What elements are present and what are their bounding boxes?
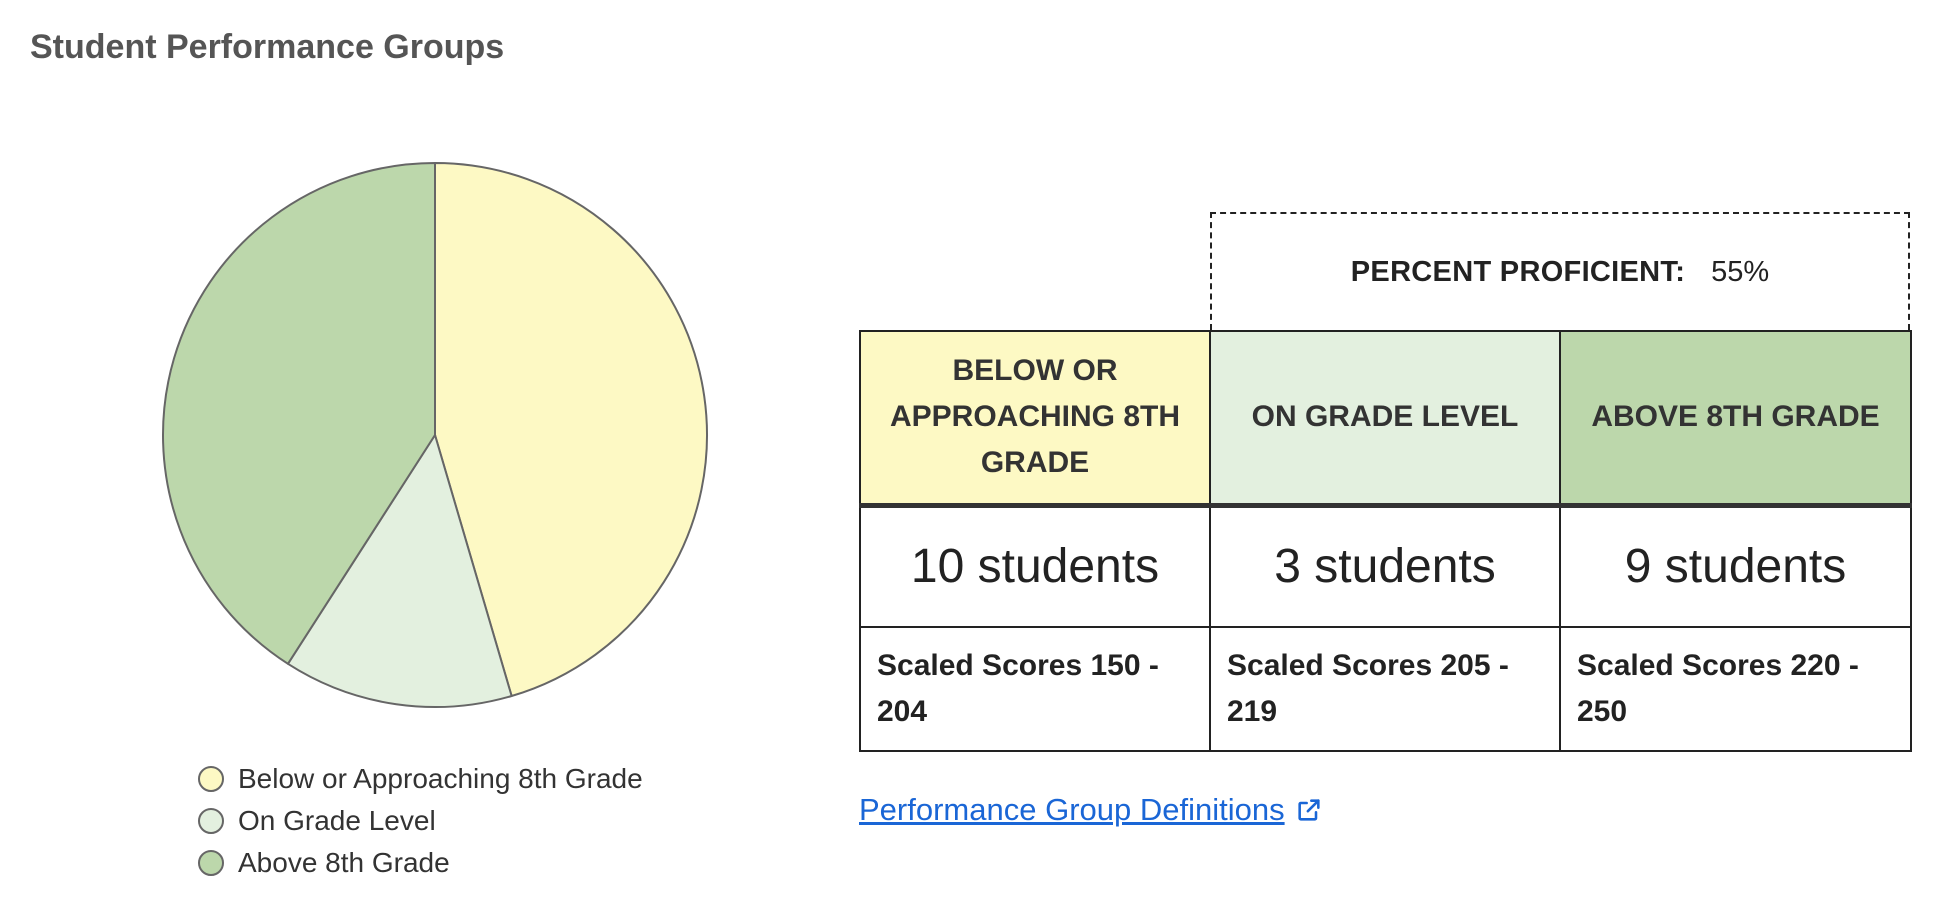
header-below: BELOW OR APPROACHING 8TH GRADE: [859, 330, 1211, 508]
percent-proficient-box: PERCENT PROFICIENT: 55%: [1210, 212, 1910, 330]
count-on-grade: 3 students: [1209, 504, 1561, 628]
scores-above: Scaled Scores 220 - 250: [1559, 626, 1912, 752]
legend-swatch-below: [198, 766, 224, 792]
table-row-scores: Scaled Scores 150 - 204 Scaled Scores 20…: [859, 626, 1912, 752]
pie-slice-on-grade: [286, 434, 513, 708]
pie-slice-above: [162, 162, 436, 665]
legend-label: Above 8th Grade: [238, 847, 450, 878]
legend-swatch-above: [198, 850, 224, 876]
percent-proficient-value: 55%: [1711, 255, 1770, 288]
pie-slice-below: [434, 162, 708, 697]
legend-swatch-on-grade: [198, 808, 224, 834]
count-below: 10 students: [859, 504, 1211, 628]
pie-legend: Below or Approaching 8th Grade On Grade …: [198, 758, 643, 884]
scores-on-grade: Scaled Scores 205 - 219: [1209, 626, 1561, 752]
scores-below: Scaled Scores 150 - 204: [859, 626, 1211, 752]
performance-groups-table: BELOW OR APPROACHING 8TH GRADE ON GRADE …: [859, 330, 1912, 752]
percent-proficient-label: PERCENT PROFICIENT:: [1350, 255, 1686, 288]
legend-item-on-grade: On Grade Level: [198, 800, 643, 842]
external-link-icon: [1297, 799, 1320, 821]
table-row-counts: 10 students 3 students 9 students: [859, 504, 1912, 628]
count-above: 9 students: [1559, 504, 1912, 628]
link-label: Performance Group Definitions: [859, 792, 1285, 827]
table-header-row: BELOW OR APPROACHING 8TH GRADE ON GRADE …: [859, 330, 1912, 508]
performance-pie-chart: [162, 162, 708, 708]
legend-label: On Grade Level: [238, 805, 436, 836]
legend-item-below: Below or Approaching 8th Grade: [198, 758, 643, 800]
header-on-grade: ON GRADE LEVEL: [1209, 330, 1561, 508]
page-title: Student Performance Groups: [30, 28, 505, 66]
header-above: ABOVE 8TH GRADE: [1559, 330, 1912, 508]
legend-item-above: Above 8th Grade: [198, 842, 643, 884]
legend-label: Below or Approaching 8th Grade: [238, 763, 643, 794]
performance-group-definitions-link[interactable]: Performance Group Definitions: [859, 792, 1323, 828]
